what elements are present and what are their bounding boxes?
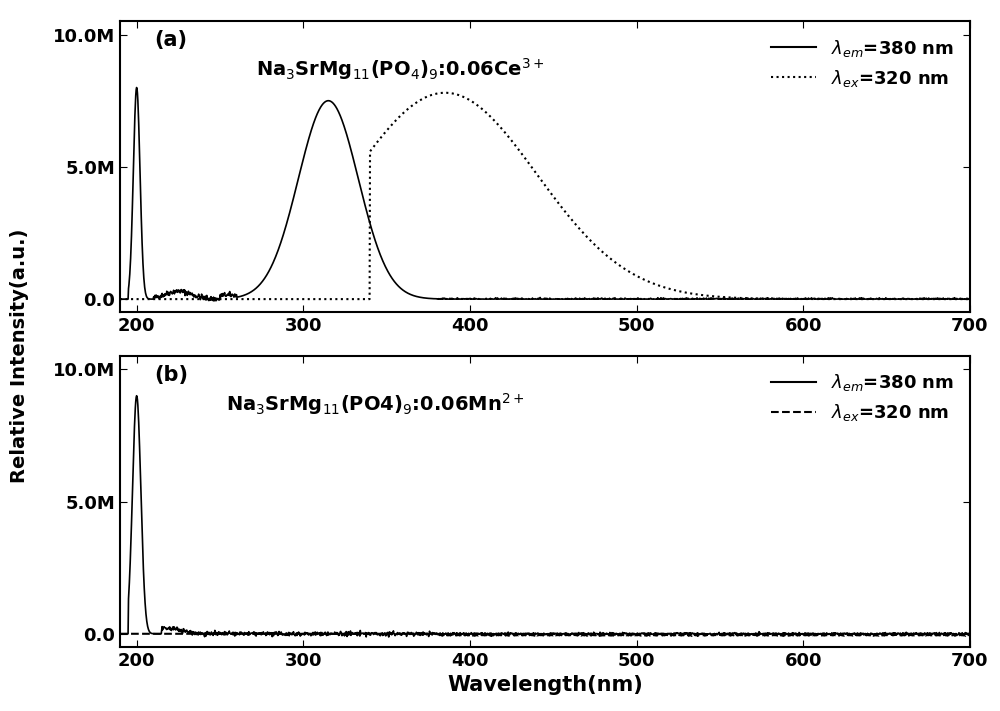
Text: (b): (b): [154, 365, 188, 385]
Text: (a): (a): [154, 30, 187, 50]
Text: Relative Intensity(a.u.): Relative Intensity(a.u.): [10, 228, 30, 483]
Legend: $\lambda_{em}$=380 nm, $\lambda_{ex}$=320 nm: $\lambda_{em}$=380 nm, $\lambda_{ex}$=32…: [764, 31, 961, 96]
X-axis label: Wavelength(nm): Wavelength(nm): [447, 675, 643, 695]
Text: Na$_3$SrMg$_{11}$(PO4)$_9$:0.06Mn$^{2+}$: Na$_3$SrMg$_{11}$(PO4)$_9$:0.06Mn$^{2+}$: [226, 391, 524, 417]
Text: Na$_3$SrMg$_{11}$(PO$_4$)$_9$:0.06Ce$^{3+}$: Na$_3$SrMg$_{11}$(PO$_4$)$_9$:0.06Ce$^{3…: [256, 56, 545, 82]
Legend: $\lambda_{em}$=380 nm, $\lambda_{ex}$=320 nm: $\lambda_{em}$=380 nm, $\lambda_{ex}$=32…: [764, 365, 961, 430]
